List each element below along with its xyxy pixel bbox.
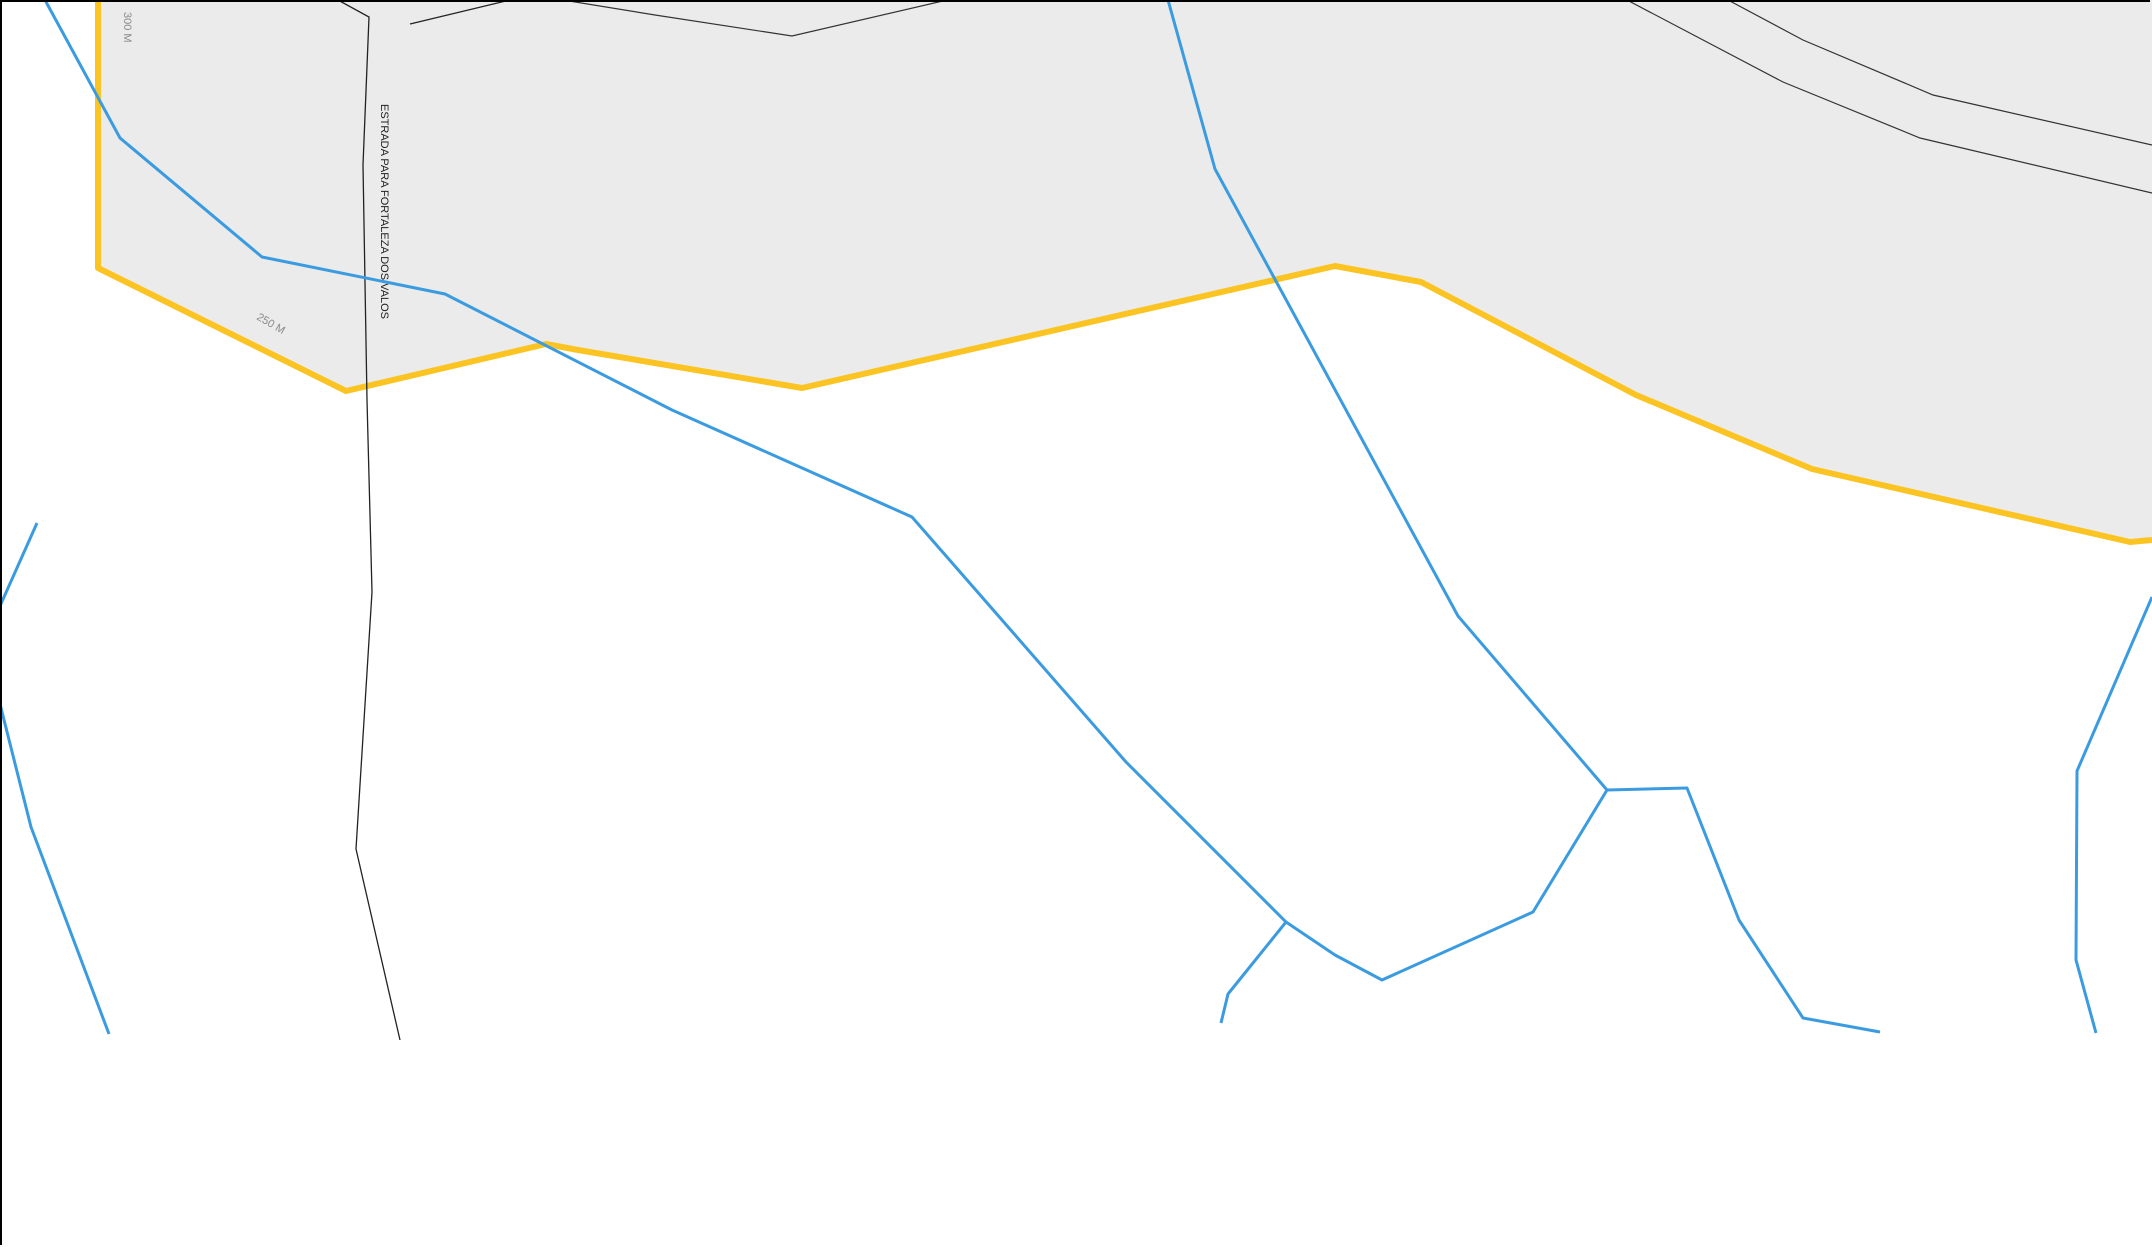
shaded-region <box>98 0 2152 542</box>
stream-line <box>0 704 109 1034</box>
stream-line <box>2076 597 2152 1033</box>
stream-line <box>0 523 37 606</box>
stream-line <box>1221 922 1286 1023</box>
contour-label: 300 M <box>121 12 133 43</box>
road-name-label: ESTRADA PARA FORTALEZA DOS VALOS <box>378 104 390 319</box>
